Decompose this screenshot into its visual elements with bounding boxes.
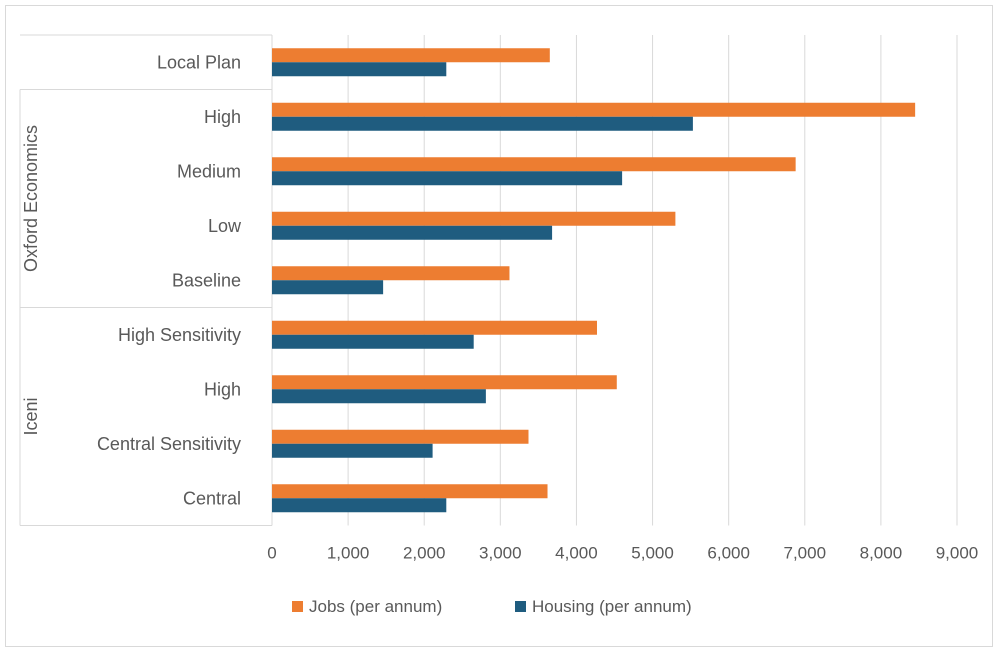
category-label: High Sensitivity xyxy=(118,325,241,345)
bar-housing xyxy=(272,443,433,458)
bar-housing xyxy=(272,389,486,404)
x-tick-label: 0 xyxy=(267,544,276,563)
bar-housing xyxy=(272,171,623,186)
x-tick-label: 3,000 xyxy=(479,544,522,563)
bar-jobs xyxy=(272,102,916,117)
category-label: Baseline xyxy=(172,270,241,290)
bar-housing xyxy=(272,116,693,131)
category-label: Low xyxy=(208,216,242,236)
x-tick-label: 4,000 xyxy=(555,544,598,563)
legend-label: Housing (per annum) xyxy=(532,597,692,616)
group-label: Iceni xyxy=(21,397,41,435)
x-tick-label: 1,000 xyxy=(327,544,370,563)
bar-jobs xyxy=(272,484,548,499)
bar-jobs xyxy=(272,375,617,390)
bar-jobs xyxy=(272,320,597,335)
category-label: Central xyxy=(183,488,241,508)
category-label: High xyxy=(204,107,241,127)
legend-swatch xyxy=(515,601,526,612)
bar-housing xyxy=(272,334,474,349)
x-tick-label: 2,000 xyxy=(403,544,446,563)
category-label: High xyxy=(204,379,241,399)
bar-jobs xyxy=(272,211,676,226)
x-tick-label: 8,000 xyxy=(860,544,903,563)
category-label: Medium xyxy=(177,161,241,181)
legend-swatch xyxy=(292,601,303,612)
bar-jobs xyxy=(272,48,550,63)
category-label: Central Sensitivity xyxy=(97,434,241,454)
x-tick-label: 9,000 xyxy=(936,544,979,563)
bar-housing xyxy=(272,280,384,295)
bar-jobs xyxy=(272,266,510,281)
x-tick-label: 5,000 xyxy=(631,544,674,563)
bar-housing xyxy=(272,498,447,513)
x-tick-label: 6,000 xyxy=(707,544,750,563)
category-label: Local Plan xyxy=(157,52,241,72)
bar-housing xyxy=(272,225,553,240)
x-tick-label: 7,000 xyxy=(784,544,827,563)
legend-label: Jobs (per annum) xyxy=(309,597,442,616)
group-label: Oxford Economics xyxy=(21,125,41,272)
bar-jobs xyxy=(272,157,796,172)
bar-jobs xyxy=(272,429,529,444)
bar-housing xyxy=(272,62,447,77)
